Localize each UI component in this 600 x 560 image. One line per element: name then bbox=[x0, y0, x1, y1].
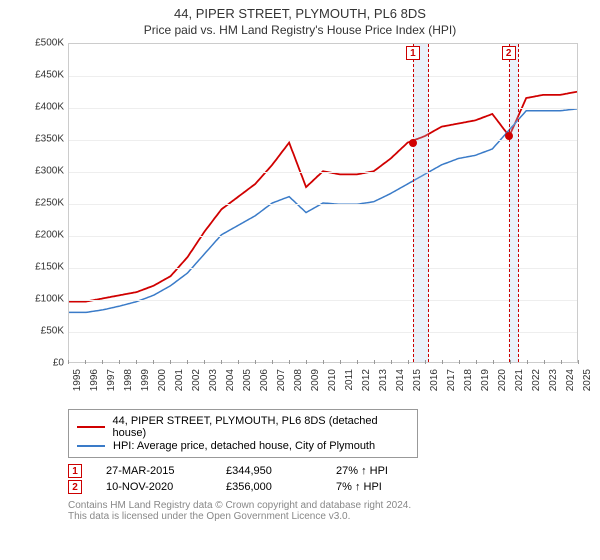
x-tick bbox=[272, 360, 273, 364]
y-axis-tick: £150K bbox=[20, 262, 64, 273]
x-tick bbox=[170, 360, 171, 364]
x-tick bbox=[459, 360, 460, 364]
legend-label: 44, PIPER STREET, PLYMOUTH, PL6 8DS (det… bbox=[113, 415, 410, 439]
x-tick bbox=[442, 360, 443, 364]
x-tick bbox=[374, 360, 375, 364]
y-axis-tick: £0 bbox=[20, 358, 64, 369]
x-tick bbox=[238, 360, 239, 364]
x-tick bbox=[221, 360, 222, 364]
gridline bbox=[69, 268, 577, 269]
event-number: 1 bbox=[68, 464, 82, 478]
legend-item: HPI: Average price, detached house, City… bbox=[77, 440, 409, 452]
legend-swatch bbox=[77, 426, 105, 428]
event-price: £344,950 bbox=[226, 465, 336, 477]
event-price: £356,000 bbox=[226, 481, 336, 493]
gridline bbox=[69, 300, 577, 301]
gridline bbox=[69, 108, 577, 109]
x-tick bbox=[204, 360, 205, 364]
x-tick bbox=[527, 360, 528, 364]
legend-swatch bbox=[77, 445, 105, 447]
chart-area: 12 £0£50K£100K£150K£200K£250K£300K£350K£… bbox=[20, 43, 580, 403]
x-tick bbox=[119, 360, 120, 364]
gridline bbox=[69, 204, 577, 205]
event-marker-box: 2 bbox=[502, 46, 516, 60]
x-tick bbox=[85, 360, 86, 364]
y-axis-tick: £200K bbox=[20, 230, 64, 241]
event-marker-box: 1 bbox=[406, 46, 420, 60]
event-dot bbox=[505, 132, 513, 140]
plot-area: 12 bbox=[68, 43, 578, 363]
x-tick bbox=[153, 360, 154, 364]
gridline bbox=[69, 140, 577, 141]
x-tick bbox=[102, 360, 103, 364]
x-tick bbox=[289, 360, 290, 364]
y-axis-tick: £300K bbox=[20, 166, 64, 177]
x-tick bbox=[255, 360, 256, 364]
event-number: 2 bbox=[68, 480, 82, 494]
x-tick bbox=[408, 360, 409, 364]
event-band bbox=[509, 44, 520, 362]
y-axis-tick: £250K bbox=[20, 198, 64, 209]
events-table: 1 27-MAR-2015£344,95027% ↑ HPI 2 10-NOV-202… bbox=[68, 464, 580, 494]
y-axis-tick: £400K bbox=[20, 102, 64, 113]
y-axis-tick: £50K bbox=[20, 326, 64, 337]
footer: Contains HM Land Registry data © Crown c… bbox=[68, 500, 580, 522]
title-block: 44, PIPER STREET, PLYMOUTH, PL6 8DS Pric… bbox=[0, 0, 600, 39]
legend-label: HPI: Average price, detached house, City… bbox=[113, 440, 375, 452]
y-axis-tick: £100K bbox=[20, 294, 64, 305]
x-tick bbox=[340, 360, 341, 364]
x-tick bbox=[544, 360, 545, 364]
footer-copyright: Contains HM Land Registry data © Crown c… bbox=[68, 500, 580, 511]
event-dot bbox=[409, 139, 417, 147]
gridline bbox=[69, 76, 577, 77]
event-date: 10-NOV-2020 bbox=[106, 481, 226, 493]
y-axis-tick: £500K bbox=[20, 38, 64, 49]
x-axis-tick: 2025 bbox=[582, 369, 600, 391]
x-tick bbox=[493, 360, 494, 364]
x-tick bbox=[357, 360, 358, 364]
x-tick bbox=[136, 360, 137, 364]
gridline bbox=[69, 332, 577, 333]
y-axis-tick: £450K bbox=[20, 70, 64, 81]
chart-title: 44, PIPER STREET, PLYMOUTH, PL6 8DS bbox=[0, 6, 600, 21]
y-axis-tick: £350K bbox=[20, 134, 64, 145]
x-tick bbox=[476, 360, 477, 364]
x-tick bbox=[68, 360, 69, 364]
x-tick bbox=[187, 360, 188, 364]
x-tick bbox=[323, 360, 324, 364]
x-tick bbox=[561, 360, 562, 364]
x-tick bbox=[391, 360, 392, 364]
legend-item: 44, PIPER STREET, PLYMOUTH, PL6 8DS (det… bbox=[77, 415, 409, 439]
event-row: 1 27-MAR-2015£344,95027% ↑ HPI bbox=[68, 464, 580, 478]
line-svg bbox=[69, 44, 577, 362]
chart-container: 44, PIPER STREET, PLYMOUTH, PL6 8DS Pric… bbox=[0, 0, 600, 560]
x-tick bbox=[425, 360, 426, 364]
x-tick bbox=[578, 360, 579, 364]
legend: 44, PIPER STREET, PLYMOUTH, PL6 8DS (det… bbox=[68, 409, 418, 458]
event-pct: 7% ↑ HPI bbox=[336, 481, 436, 493]
event-band bbox=[413, 44, 429, 362]
event-pct: 27% ↑ HPI bbox=[336, 465, 436, 477]
gridline bbox=[69, 236, 577, 237]
footer-licence: This data is licensed under the Open Gov… bbox=[68, 511, 580, 522]
event-date: 27-MAR-2015 bbox=[106, 465, 226, 477]
x-tick bbox=[306, 360, 307, 364]
x-tick bbox=[510, 360, 511, 364]
event-row: 2 10-NOV-2020£356,0007% ↑ HPI bbox=[68, 480, 580, 494]
series-property bbox=[69, 92, 577, 302]
chart-subtitle: Price paid vs. HM Land Registry's House … bbox=[0, 23, 600, 37]
gridline bbox=[69, 172, 577, 173]
